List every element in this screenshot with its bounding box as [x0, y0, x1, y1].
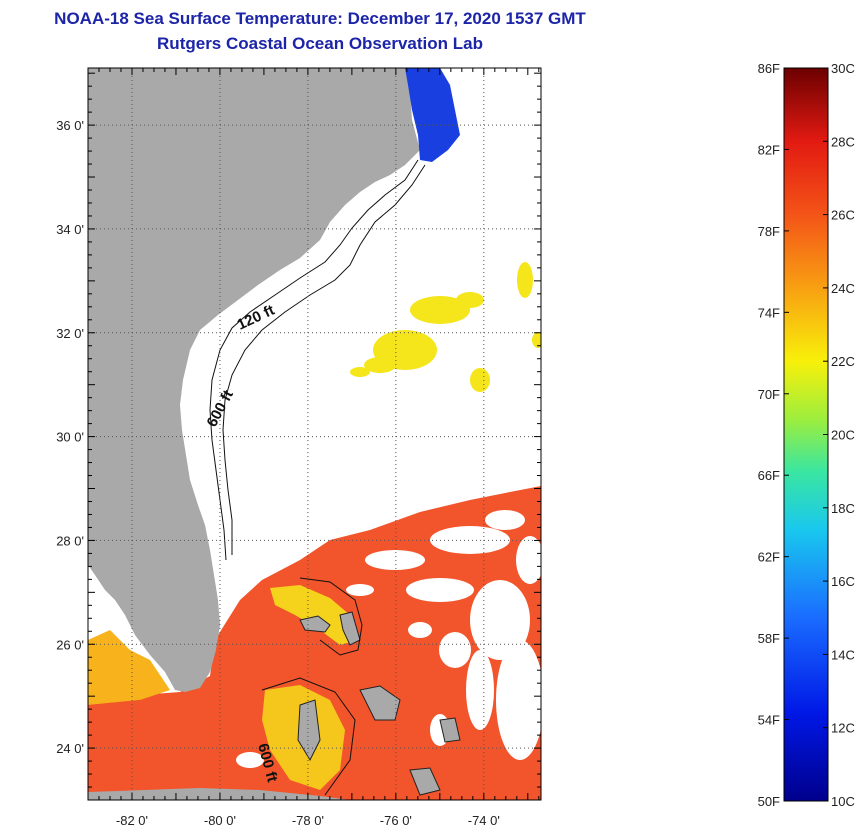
lon-tick-label: -82 0' [116, 813, 148, 828]
bahamas-islands [297, 611, 461, 796]
land-southeast-us [88, 68, 420, 692]
colorbar-labels: 30C 28C 26C 24C 22C 20C 18C 16C 14C 12C 10C 86F 82F 7… [758, 61, 855, 809]
sst-cold-outer-banks [405, 68, 460, 162]
colorbar-f-label: 58F [758, 631, 780, 646]
colorbar-f-label: 50F [758, 794, 780, 809]
sst-gulf-warm [88, 694, 190, 750]
sst-warm-region [88, 486, 541, 800]
colorbar-f-label: 54F [758, 713, 780, 728]
colorbar-c-label: 12C [831, 721, 855, 736]
colorbar-c-label: 26C [831, 208, 855, 223]
lon-tick-label: -76 0' [380, 813, 412, 828]
colorbar-c-label: 14C [831, 647, 855, 662]
lon-tick-label: -78 0' [292, 813, 324, 828]
colorbar-c-label: 24C [831, 281, 855, 296]
sst-cool-patches [350, 262, 541, 392]
colorbar [783, 67, 829, 802]
colorbar-c-label: 10C [831, 794, 855, 809]
colorbar-f-label: 70F [758, 387, 780, 402]
colorbar-c-label: 22C [831, 354, 855, 369]
colorbar-c-label: 16C [831, 574, 855, 589]
colorbar-c-label: 18C [831, 501, 855, 516]
lat-tick-label: 36 0' [56, 118, 84, 133]
lon-tick-label: -74 0' [468, 813, 500, 828]
depth-contours [209, 159, 426, 796]
map-ticks: 36 0' 34 0' 32 0' 30 0' 28 0' 26 0' 24 0' -82 0… [56, 68, 541, 828]
lat-tick-label: 26 0' [56, 637, 84, 652]
colorbar-c-label: 30C [831, 61, 855, 76]
sst-bank-little-bahama [270, 585, 358, 645]
lon-tick-label: -80 0' [204, 813, 236, 828]
colorbar-c-label: 28C [831, 134, 855, 149]
lat-tick-label: 28 0' [56, 533, 84, 548]
colorbar-f-label: 66F [758, 468, 780, 483]
colorbar-f-label: 78F [758, 224, 780, 239]
cloud-cover [236, 510, 541, 768]
colorbar-f-label: 62F [758, 550, 780, 565]
lat-tick-label: 34 0' [56, 222, 84, 237]
sst-gulf-region [88, 630, 170, 705]
lat-tick-label: 30 0' [56, 430, 84, 445]
lat-tick-label: 32 0' [56, 326, 84, 341]
map-subtitle: Rutgers Coastal Ocean Observation Lab [157, 34, 483, 53]
colorbar-f-label: 86F [758, 61, 780, 76]
map-title: NOAA-18 Sea Surface Temperature: Decembe… [54, 9, 586, 28]
map-frame [87, 67, 542, 801]
lat-tick-label: 24 0' [56, 741, 84, 756]
colorbar-f-label: 82F [758, 142, 780, 157]
colorbar-f-label: 74F [758, 305, 780, 320]
colorbar-c-label: 20C [831, 428, 855, 443]
